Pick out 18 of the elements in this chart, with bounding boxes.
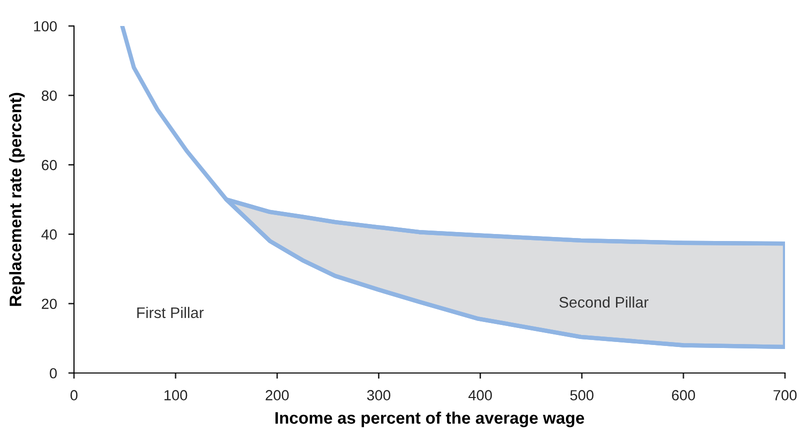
annotation: Second Pillar: [559, 296, 648, 308]
x-tick-label: 200: [266, 390, 289, 400]
y-tick-label: 80: [42, 90, 57, 101]
x-tick-label: 500: [570, 390, 594, 400]
y-tick-label: 0: [50, 368, 57, 378]
x-tick-label: 300: [367, 390, 390, 400]
x-tick-label: 700: [774, 390, 797, 400]
x-axis-title: Income as percent of the average wage: [275, 412, 584, 428]
y-axis-title: Replacement rate (percent): [9, 92, 25, 306]
y-tick-label: 100: [34, 21, 57, 32]
y-tick-label: 20: [42, 298, 57, 310]
y-tick-label: 40: [41, 229, 57, 240]
x-tick-label: 0: [70, 390, 78, 400]
x-tick-label: 600: [672, 390, 696, 400]
x-tick-label: 400: [468, 390, 492, 400]
y-tick-label: 60: [42, 160, 57, 170]
annotation: First Pillar: [137, 306, 204, 318]
x-tick-label: 100: [164, 390, 188, 400]
